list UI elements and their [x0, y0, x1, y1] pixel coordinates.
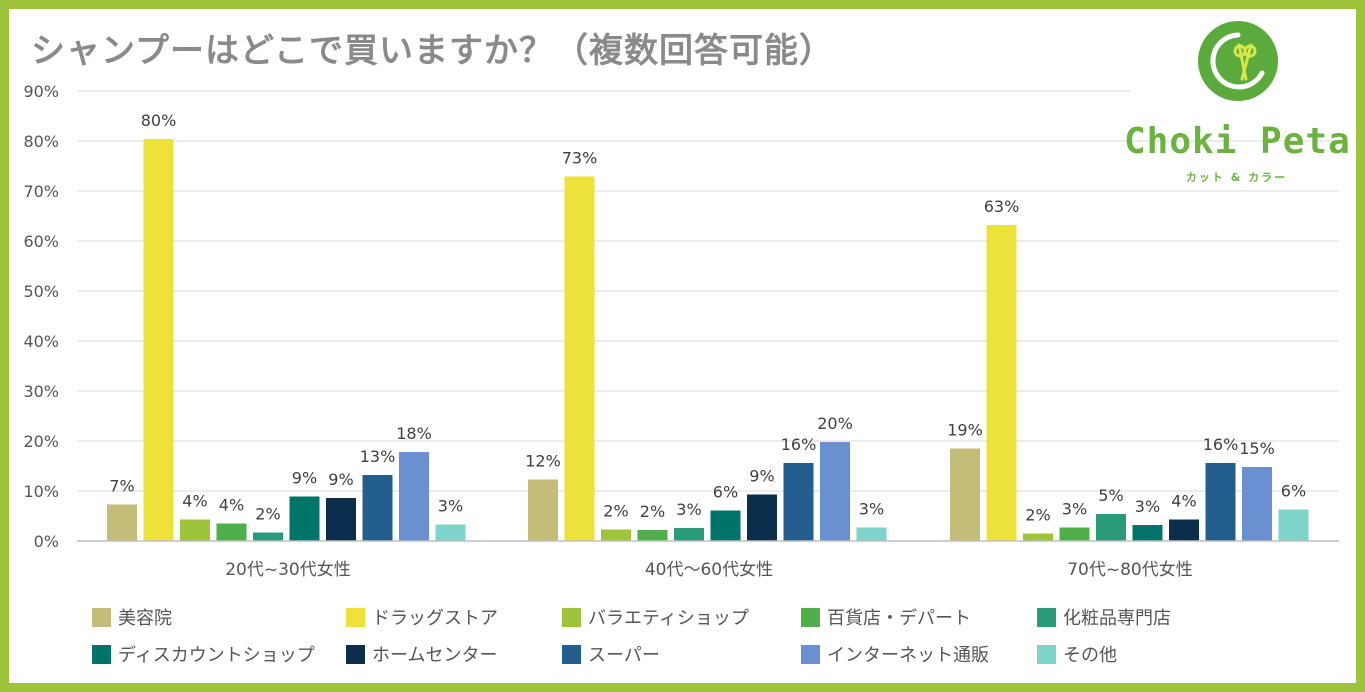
bar: [143, 139, 174, 541]
data-label: 6%: [1281, 482, 1306, 501]
bar: [710, 510, 741, 541]
chart-title: シャンプーはどこで買いますか？（複数回答可能）: [31, 31, 834, 71]
data-label: 7%: [109, 477, 134, 496]
brand-logo: Choki Peta カット & カラー: [1124, 21, 1351, 191]
bar: [289, 496, 320, 541]
bar: [362, 475, 393, 541]
bar: [180, 519, 210, 541]
y-tick-label: 70%: [23, 182, 59, 201]
bar: [1132, 525, 1163, 541]
logo-wordmark: Choki Peta: [1124, 121, 1351, 162]
bar: [747, 494, 777, 541]
bar: [950, 448, 980, 541]
y-tick-label: 30%: [23, 382, 59, 401]
data-label: 3%: [859, 500, 884, 519]
bar: [986, 225, 1017, 541]
bar: [601, 529, 631, 541]
bar: [564, 176, 595, 541]
x-category-label: 40代～60代女性: [645, 560, 773, 580]
y-tick-label: 20%: [23, 432, 59, 451]
y-tick-label: 40%: [23, 332, 59, 351]
chart-plot: 0% 10% 20% 30% 40% 50% 60% 70% 80% 90% 7% 12% 19% 80%…: [23, 82, 1339, 580]
bar: [399, 452, 429, 541]
bar: [1023, 533, 1053, 541]
data-label: 20%: [817, 414, 853, 433]
data-label: 2%: [640, 502, 665, 521]
data-label: 4%: [182, 492, 207, 511]
data-label: 13%: [360, 447, 396, 466]
bar: [1169, 519, 1199, 541]
data-label: 2%: [255, 505, 280, 524]
data-label: 9%: [328, 470, 353, 489]
data-label: 2%: [603, 502, 628, 521]
data-label: 9%: [749, 467, 774, 486]
data-label: 16%: [1203, 435, 1239, 454]
data-label: 12%: [525, 452, 561, 471]
data-label: 9%: [292, 469, 317, 488]
data-label: 2%: [1025, 506, 1050, 525]
data-label: 63%: [984, 197, 1020, 216]
chart-frame: 0% 10% 20% 30% 40% 50% 60% 70% 80% 90% 7% 12% 19% 80%…: [9, 9, 1356, 683]
bar: [1242, 467, 1272, 541]
x-category-label: 70代~80代女性: [1067, 560, 1193, 580]
bar: [674, 528, 704, 541]
y-tick-label: 90%: [23, 82, 59, 101]
data-label: 5%: [1098, 486, 1123, 505]
bar: [326, 498, 356, 541]
data-label: 3%: [1062, 500, 1087, 519]
bar: [1096, 514, 1126, 541]
data-label: 73%: [562, 149, 598, 168]
bar: [1205, 463, 1236, 541]
y-tick-label: 80%: [23, 132, 59, 151]
bar: [1278, 509, 1309, 541]
bar: [1059, 527, 1090, 541]
data-label: 3%: [676, 500, 701, 519]
logo-subtitle: カット & カラー: [1185, 171, 1288, 184]
scissors-icon: [1198, 21, 1278, 101]
data-label: 15%: [1239, 439, 1275, 458]
bar: [435, 524, 466, 541]
bar: [856, 527, 887, 541]
data-label: 4%: [1171, 492, 1196, 511]
bar: [820, 442, 850, 541]
data-label: 4%: [219, 496, 244, 515]
data-label: 3%: [1135, 497, 1160, 516]
data-label: 3%: [438, 497, 463, 516]
y-tick-label: 60%: [23, 232, 59, 251]
bar: [107, 504, 137, 541]
data-label: 19%: [947, 421, 983, 440]
bar: [528, 479, 558, 541]
y-tick-label: 10%: [23, 482, 59, 501]
y-tick-label: 0%: [34, 532, 59, 551]
y-tick-label: 50%: [23, 282, 59, 301]
data-label: 18%: [396, 424, 432, 443]
bar: [783, 463, 814, 541]
bar: [637, 530, 668, 541]
bar: [253, 532, 283, 541]
data-label: 16%: [781, 435, 817, 454]
data-label: 80%: [141, 111, 177, 130]
x-category-label: 20代~30代女性: [225, 560, 351, 580]
data-label: 6%: [713, 483, 738, 502]
bar: [216, 523, 247, 541]
